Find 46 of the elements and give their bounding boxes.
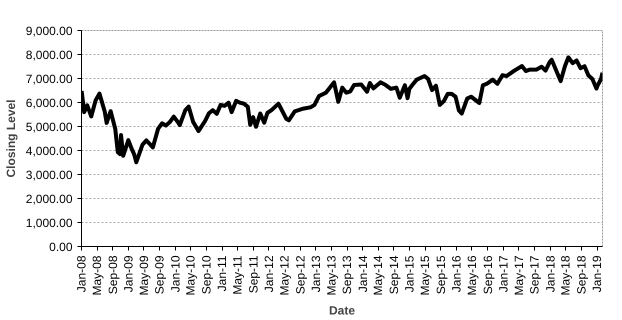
x-tick-label: Jan-18: [543, 255, 558, 292]
x-tick-label: Jan-19: [590, 255, 604, 292]
x-tick-label: May-17: [512, 255, 526, 296]
y-tick-label: 6,000.00: [26, 96, 73, 110]
y-tick-label: 2,000.00: [26, 192, 73, 206]
y-tick-label: 0.00: [49, 240, 73, 254]
x-tick-label: May-16: [464, 255, 479, 296]
y-tick-label: 1,000.00: [26, 216, 73, 230]
x-tick-label: May-13: [324, 255, 338, 296]
x-tick-label: Sep-10: [199, 255, 214, 294]
x-tick-label: May-18: [558, 255, 573, 296]
y-tick-label: 7,000.00: [26, 72, 73, 86]
x-tick-label: Sep-14: [386, 255, 401, 294]
x-tick-label: May-08: [90, 255, 104, 296]
x-tick-label: Jan-13: [308, 255, 323, 292]
x-tick-label: May-15: [418, 255, 432, 296]
x-tick-label: Sep-12: [293, 255, 308, 294]
y-tick-label: 9,000.00: [26, 24, 73, 38]
y-tick-label: 5,000.00: [26, 120, 73, 134]
x-tick-label: May-09: [136, 255, 151, 296]
x-tick-label: Sep-11: [246, 255, 260, 294]
x-tick-label: Sep-15: [434, 255, 448, 294]
y-axis-title: Closing Level: [4, 99, 18, 178]
x-tick-label: Sep-18: [574, 255, 588, 294]
x-tick-label: Jan-09: [121, 255, 136, 292]
y-tick-label: 8,000.00: [26, 48, 73, 62]
x-tick-label: Jan-17: [496, 255, 510, 292]
x-tick-label: Jan-12: [262, 255, 276, 292]
x-tick-label: Jan-11: [215, 255, 230, 292]
x-tick-label: May-11: [230, 255, 245, 295]
y-tick-label: 4,000.00: [26, 144, 73, 158]
x-tick-label: Sep-13: [340, 255, 354, 294]
x-tick-label: Sep-08: [106, 255, 120, 294]
x-axis-title: Date: [328, 304, 356, 318]
x-tick-label: May-12: [278, 255, 292, 296]
x-tick-label: Jan-15: [402, 255, 417, 292]
x-tick-label: Sep-17: [528, 255, 542, 294]
x-tick-label: Jan-08: [74, 255, 88, 292]
x-tick-label: May-14: [371, 255, 386, 296]
x-tick-label: May-10: [184, 255, 198, 296]
x-tick-label: Jan-16: [449, 255, 464, 292]
y-tick-label: 3,000.00: [26, 168, 73, 182]
x-tick-label: Sep-16: [480, 255, 495, 294]
x-tick-label: Jan-10: [168, 255, 182, 292]
x-tick-label: Jan-14: [356, 255, 370, 292]
x-tick-label: Sep-09: [152, 255, 167, 294]
